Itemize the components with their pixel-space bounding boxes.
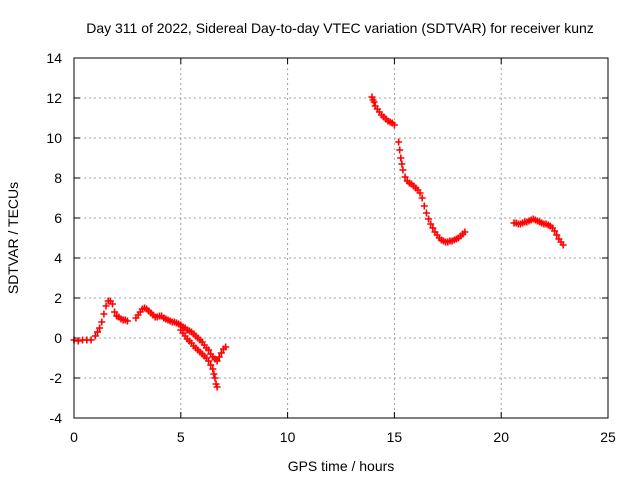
y-tick-label: 12 [46,90,62,106]
data-point-marker [74,337,82,345]
x-tick-label: 10 [280,429,296,445]
plot-frame [73,57,609,419]
x-tick-label: 20 [493,429,509,445]
y-tick-label: 8 [54,170,62,186]
data-point-marker [102,302,110,310]
data-point-marker [205,357,213,365]
data-point-marker [100,310,108,318]
data-markers [70,93,567,391]
x-tick-label: 15 [387,429,403,445]
data-point-marker [399,166,407,174]
data-point-marker [390,121,398,129]
data-point-marker [551,227,559,235]
axis-ticks: 0 5 10 15 20 25 -4 -2 0 2 4 6 8 10 12 14 [46,50,616,445]
data-point-marker [87,336,95,344]
data-point-marker [370,98,378,106]
grid [74,58,608,418]
data-point-marker [108,300,116,308]
data-point-marker [93,328,101,336]
data-point-marker [395,138,403,146]
y-tick-label: 4 [54,250,62,266]
data-point-marker [418,194,426,202]
data-point-marker [401,173,409,181]
data-point-marker [422,209,430,217]
series-segment-5 [395,138,469,246]
data-point-marker [425,215,433,223]
data-point-marker [91,332,99,340]
x-tick-label: 25 [600,429,616,445]
data-point-marker [461,228,469,236]
chart-title: Day 311 of 2022, Sidereal Day-to-day VTE… [86,20,594,36]
series-segment-3 [177,326,221,391]
data-point-marker [416,189,424,197]
data-point-marker [207,361,215,369]
data-point-marker [96,324,104,332]
x-tick-label: 0 [70,429,78,445]
series-segment-4 [368,93,398,129]
y-tick-label: 10 [46,130,62,146]
y-tick-label: 14 [46,50,62,66]
data-point-marker [553,231,561,239]
data-point-marker [213,383,221,391]
data-point-marker [205,346,213,354]
series-segment-2 [132,304,230,365]
x-tick-label: 5 [177,429,185,445]
data-point-marker [210,370,218,378]
y-tick-label: 2 [54,290,62,306]
data-point-marker [211,374,219,382]
x-axis-label: GPS time / hours [288,458,395,474]
y-tick-label: -4 [50,410,63,426]
y-tick-label: 0 [54,330,62,346]
y-axis-label: SDTVAR / TECUs [5,182,21,294]
data-point-marker [429,224,437,232]
data-point-marker [396,146,404,154]
data-point-marker [111,308,119,316]
data-point-marker [398,160,406,168]
data-point-marker [427,220,435,228]
data-point-marker [397,154,405,162]
data-point-marker [98,318,106,326]
data-point-marker [209,365,217,373]
y-tick-label: 6 [54,210,62,226]
data-point-marker [420,202,428,210]
series-segment-6 [510,215,567,249]
data-point-marker [123,317,131,325]
data-point-marker [559,241,567,249]
data-point-marker [217,349,225,357]
data-point-marker [213,357,221,365]
series-segment-1 [70,297,131,345]
data-point-marker [222,343,230,351]
y-tick-label: -2 [50,370,63,386]
data-point-marker [215,353,223,361]
